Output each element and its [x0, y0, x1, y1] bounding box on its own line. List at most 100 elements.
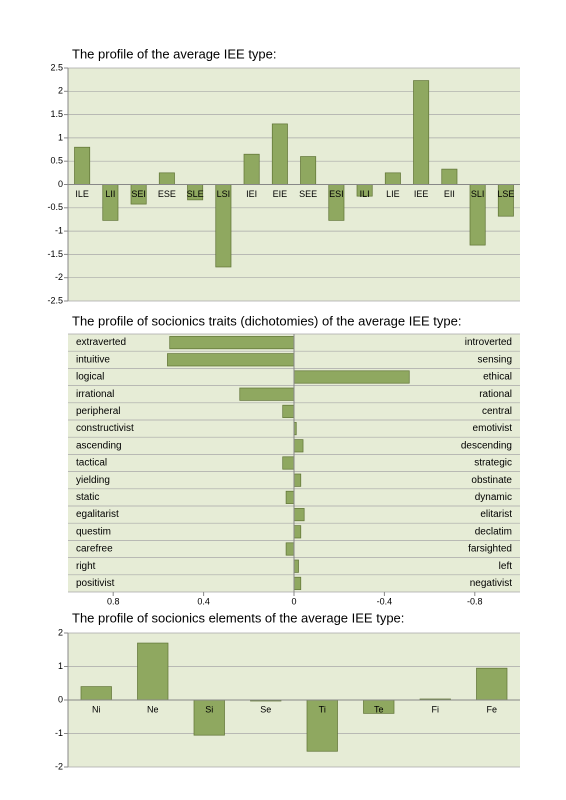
- row-label-opposite: left: [499, 561, 513, 572]
- y-tick-label: 2: [58, 627, 63, 637]
- bar: [300, 156, 317, 185]
- x-tick-label: Ti: [319, 704, 326, 714]
- bar: [193, 699, 225, 736]
- row-label-opposite: farsighted: [468, 544, 512, 555]
- x-tick-label: -0.4: [377, 596, 393, 606]
- row-label-opposite: introverted: [465, 337, 512, 348]
- bar: [293, 559, 299, 573]
- row-label: intuitive: [76, 354, 110, 365]
- x-tick-label: IEI: [246, 189, 257, 199]
- row-label: peripheral: [76, 406, 120, 417]
- y-tick-label: 2: [58, 86, 63, 96]
- x-tick-label: Ne: [147, 704, 159, 714]
- row-label: ascending: [76, 440, 122, 451]
- x-tick-label: Fe: [486, 704, 497, 714]
- bar: [74, 146, 91, 185]
- row-label: egalitarist: [76, 509, 119, 520]
- bar: [293, 576, 302, 590]
- y-tick-label: -1: [55, 225, 63, 235]
- row-label-opposite: descending: [461, 440, 512, 451]
- row-label: carefree: [76, 544, 113, 555]
- y-tick-label: -0.5: [47, 202, 63, 212]
- y-tick-label: 0: [58, 179, 63, 189]
- bar: [476, 667, 508, 701]
- x-tick-label: IEE: [414, 189, 429, 199]
- x-tick-label: EIE: [273, 189, 288, 199]
- x-tick-label: ILI: [360, 189, 370, 199]
- bar: [282, 404, 295, 418]
- bar: [293, 525, 302, 539]
- x-tick-label: ESE: [158, 189, 176, 199]
- bar: [271, 123, 288, 185]
- row-label-opposite: dynamic: [475, 492, 512, 503]
- row-label-opposite: rational: [479, 389, 512, 400]
- x-tick-label: -0.8: [467, 596, 483, 606]
- bar: [306, 699, 338, 752]
- y-tick-label: -2: [55, 272, 63, 282]
- bar: [167, 353, 295, 367]
- bar: [285, 490, 295, 504]
- bar: [293, 370, 410, 384]
- chart-title: The profile of socionics elements of the…: [72, 610, 404, 625]
- x-tick-label: SEI: [131, 189, 146, 199]
- y-tick-label: 1.5: [50, 109, 63, 119]
- bar: [285, 542, 295, 556]
- y-tick-label: -1: [55, 728, 63, 738]
- x-tick-label: Se: [260, 704, 271, 714]
- y-tick-label: -2.5: [47, 295, 63, 305]
- row-label-opposite: sensing: [478, 354, 512, 365]
- bar: [158, 172, 175, 185]
- row-label-opposite: elitarist: [480, 509, 512, 520]
- y-tick-label: -2: [55, 761, 63, 771]
- row-label: extraverted: [76, 337, 126, 348]
- y-tick-label: 2.5: [50, 62, 63, 72]
- row-label-opposite: strategic: [474, 458, 512, 469]
- y-tick-label: 1: [58, 132, 63, 142]
- x-tick-label: LII: [105, 189, 115, 199]
- chart-title: The profile of socionics traits (dichoto…: [72, 313, 461, 328]
- bar: [293, 439, 304, 453]
- row-label: right: [76, 561, 96, 572]
- bar: [137, 642, 169, 701]
- bar: [293, 508, 305, 522]
- bar: [80, 686, 112, 701]
- x-tick-label: EII: [444, 189, 455, 199]
- y-tick-label: 1: [58, 661, 63, 671]
- bar: [384, 172, 401, 185]
- x-tick-label: LSE: [497, 189, 514, 199]
- x-tick-label: Si: [205, 704, 213, 714]
- row-label-opposite: ethical: [483, 372, 512, 383]
- bar: [169, 336, 295, 350]
- row-label: static: [76, 492, 99, 503]
- bar: [413, 80, 430, 185]
- row-label: irrational: [76, 389, 114, 400]
- y-tick-label: -1.5: [47, 249, 63, 259]
- x-tick-label: Fi: [432, 704, 440, 714]
- x-tick-label: SLE: [187, 189, 204, 199]
- x-tick-label: Ni: [92, 704, 101, 714]
- x-tick-label: 0.8: [107, 596, 120, 606]
- x-tick-label: LSI: [217, 189, 231, 199]
- bar: [243, 153, 260, 185]
- x-tick-label: 0.4: [197, 596, 210, 606]
- bar: [282, 456, 295, 470]
- row-label: questim: [76, 526, 111, 537]
- x-tick-label: ILE: [75, 189, 89, 199]
- chart-title: The profile of the average IEE type:: [72, 46, 277, 61]
- x-tick-label: 0: [291, 596, 296, 606]
- x-tick-label: SLI: [471, 189, 485, 199]
- row-label: positivist: [76, 578, 115, 589]
- row-label-opposite: negativist: [470, 578, 512, 589]
- bar: [441, 168, 458, 185]
- y-tick-label: 0.5: [50, 156, 63, 166]
- row-label: constructivist: [76, 423, 134, 434]
- x-tick-label: SEE: [299, 189, 317, 199]
- bar: [239, 387, 295, 401]
- row-label: yielding: [76, 475, 110, 486]
- x-tick-label: ESI: [329, 189, 344, 199]
- x-tick-label: Te: [374, 704, 384, 714]
- y-tick-label: 0: [58, 694, 63, 704]
- row-label-opposite: declatim: [475, 526, 512, 537]
